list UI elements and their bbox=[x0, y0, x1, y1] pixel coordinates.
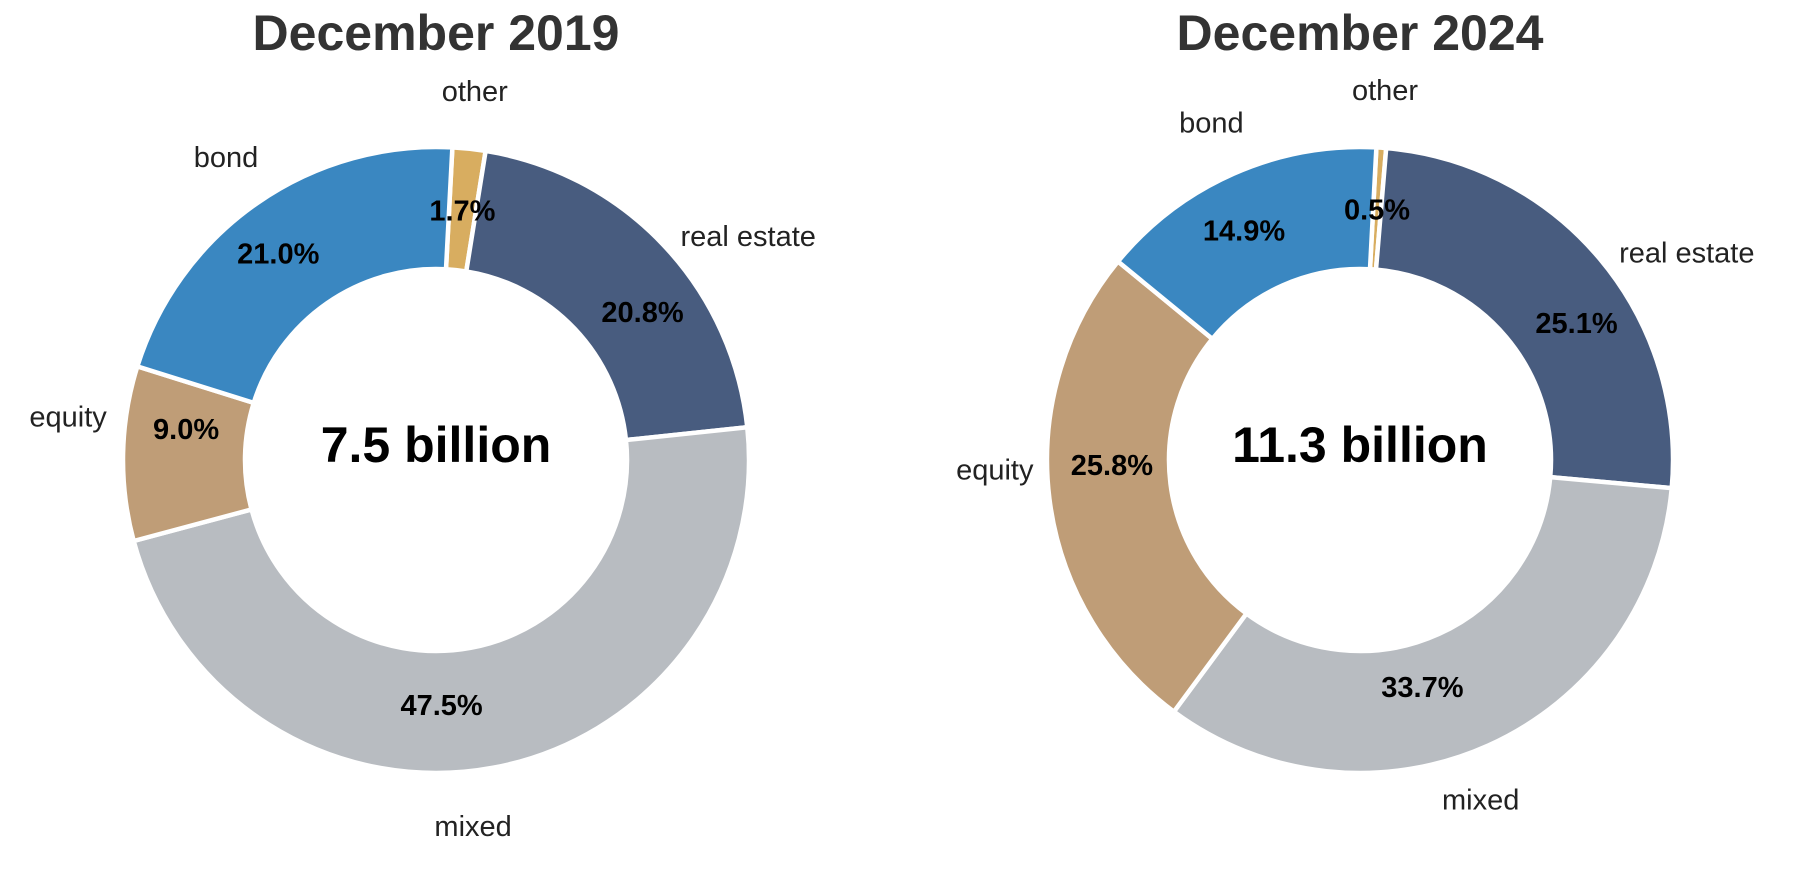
value-label-equity: 25.8% bbox=[1071, 450, 1153, 482]
category-label-mixed: mixed bbox=[434, 811, 511, 843]
value-label-bond: 14.9% bbox=[1203, 215, 1285, 247]
category-label-equity: equity bbox=[29, 401, 107, 433]
value-label-mixed: 33.7% bbox=[1381, 672, 1463, 704]
value-label-other: 0.5% bbox=[1344, 195, 1410, 227]
category-label-other: other bbox=[1352, 75, 1418, 107]
category-label-real-estate: real estate bbox=[680, 221, 815, 253]
value-label-bond: 21.0% bbox=[237, 239, 319, 271]
value-label-real-estate: 20.8% bbox=[601, 297, 683, 329]
value-label-real-estate: 25.1% bbox=[1535, 308, 1617, 340]
category-label-bond: bond bbox=[1179, 107, 1244, 139]
category-label-bond: bond bbox=[194, 142, 259, 174]
value-label-mixed: 47.5% bbox=[400, 690, 482, 722]
slice-bond bbox=[135, 144, 455, 406]
center-value: 7.5 billion bbox=[321, 417, 552, 473]
category-label-other: other bbox=[442, 76, 508, 108]
slice-mixed bbox=[1171, 474, 1674, 776]
slice-equity bbox=[1044, 259, 1249, 714]
chart-title-2024: December 2024 bbox=[1176, 5, 1544, 61]
slice-bond bbox=[1115, 144, 1379, 342]
slice-real-estate bbox=[1373, 145, 1676, 491]
donut-december-2019: 1.7% other 20.8% real estate 47.5% mixed 9.0% e… bbox=[29, 76, 816, 843]
donut-december-2024: 0.5% other 25.1% real estate 33.7% mixed 25.8%… bbox=[956, 75, 1754, 817]
slice-mixed bbox=[131, 425, 752, 776]
value-label-other: 1.7% bbox=[429, 195, 495, 227]
center-value: 11.3 billion bbox=[1232, 417, 1488, 473]
value-label-equity: 9.0% bbox=[153, 414, 219, 446]
slice-real-estate bbox=[464, 148, 750, 443]
category-label-real-estate: real estate bbox=[1619, 237, 1754, 269]
category-label-mixed: mixed bbox=[1442, 785, 1519, 817]
chart-title-2019: December 2019 bbox=[252, 5, 620, 61]
category-label-equity: equity bbox=[956, 454, 1034, 486]
